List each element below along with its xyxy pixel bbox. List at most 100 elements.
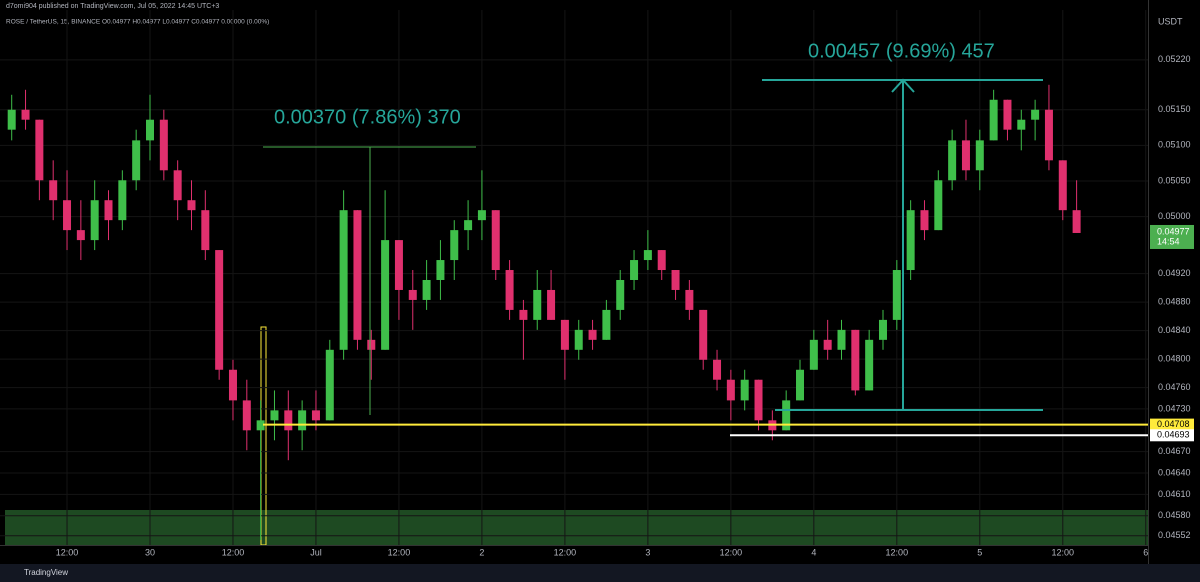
candle-body [948,140,957,181]
candle-body [740,379,749,401]
y-tick-label: 0.04880 [1158,296,1191,306]
level-price-box [1150,418,1194,431]
header: d7omi904 published on TradingView.com, J… [6,3,219,10]
candle-body [533,289,542,320]
candle-body [422,279,431,300]
candle-body [76,230,85,241]
last-price-label: 0.04977 [1157,226,1190,236]
y-tick-label: 0.05100 [1158,140,1191,150]
candle-body [132,140,141,181]
candle-body [699,309,708,360]
currency: USDT [1158,16,1183,26]
level-price-label: 0.04708 [1157,419,1190,429]
candle-body [104,200,113,221]
y-tick-label: 0.04920 [1158,268,1191,278]
candle-body [934,180,943,231]
candle-body [519,309,528,320]
candle-body [49,180,58,201]
y-tick-label: 0.05220 [1158,54,1191,64]
footer-bar [0,564,1200,582]
x-tick-label: 12:00 [56,547,79,557]
candle-body [394,240,403,290]
y-tick-label: 0.05050 [1158,175,1191,185]
candle-body [201,210,210,251]
candle-body [1003,99,1012,130]
candle-body [1072,210,1081,233]
x-tick-label: 6 [1143,547,1148,557]
candle-body [284,410,293,431]
demand-zone [5,510,1148,545]
candle-body [63,200,72,231]
candle-body [671,270,680,290]
candle-body [588,329,597,340]
candle-body [1017,119,1026,130]
candle-body [118,180,127,221]
candle-body [173,170,182,201]
candle-body [685,289,694,310]
x-tick-label: 2 [479,547,484,557]
last-price-box [1150,224,1194,249]
candle-body [146,119,154,141]
measure-2 [762,78,1043,411]
candle-body [616,279,625,310]
candle-body [7,109,16,130]
candle-body [35,119,44,181]
candle-body [754,379,763,421]
candle-body [643,250,652,261]
y-tick-label: 0.04730 [1158,403,1191,413]
candle-body [837,329,846,350]
candle-body [961,140,970,171]
measure-1 [263,146,476,415]
candle-body [436,260,445,280]
candle-body [187,200,196,211]
candle-body [823,339,832,350]
candle-body [1044,109,1053,161]
measure-label: 0.00370 (7.86%) 370 [274,106,461,128]
candle-body [920,210,929,231]
candle-body [339,210,348,350]
grid [0,10,1148,545]
candles [7,84,1081,541]
y-tick-label: 0.04840 [1158,325,1191,335]
axes: 0.05220 0.05150 0.05100 0.05050 0.05000 0.049… [0,0,1191,564]
candle-body [989,99,998,141]
candle-body [796,369,805,401]
y-tick-label: 0.04610 [1158,489,1191,499]
candle-body [464,220,473,231]
x-tick-label: 12:00 [554,547,577,557]
x-tick-label: 12:00 [1052,547,1075,557]
candle-body [477,210,486,221]
y-tick-label: 0.04580 [1158,510,1191,520]
x-tick-label: 12:00 [222,547,245,557]
x-tick-label: Jul [310,547,322,557]
candle-body [90,200,99,241]
candle-body [657,250,666,271]
candle-body [906,210,915,271]
candle-body [215,250,224,370]
candle-body [1058,160,1067,211]
y-tick-label: 0.04640 [1158,467,1191,477]
candle-body [505,270,514,310]
y-tick-label: 0.04800 [1158,353,1191,363]
level-price-box [1150,429,1194,442]
y-tick-label: 0.04552 [1158,530,1191,540]
candle-body [325,349,334,421]
countdown-label: 14:54 [1157,236,1180,246]
candle-body [878,319,887,340]
candle-body [560,319,569,350]
candle-body [1031,109,1040,120]
candle-body [809,339,818,370]
candle-body [242,400,251,431]
y-tick-label: 0.05150 [1158,104,1191,114]
candle-body [782,400,791,431]
candle-body [892,270,901,320]
candle-body [602,309,611,340]
candle-body [21,109,30,120]
candle-body [865,339,874,391]
x-tick-label: 12:00 [388,547,411,557]
x-tick-label: 3 [645,547,650,557]
x-tick-label: 5 [977,547,982,557]
